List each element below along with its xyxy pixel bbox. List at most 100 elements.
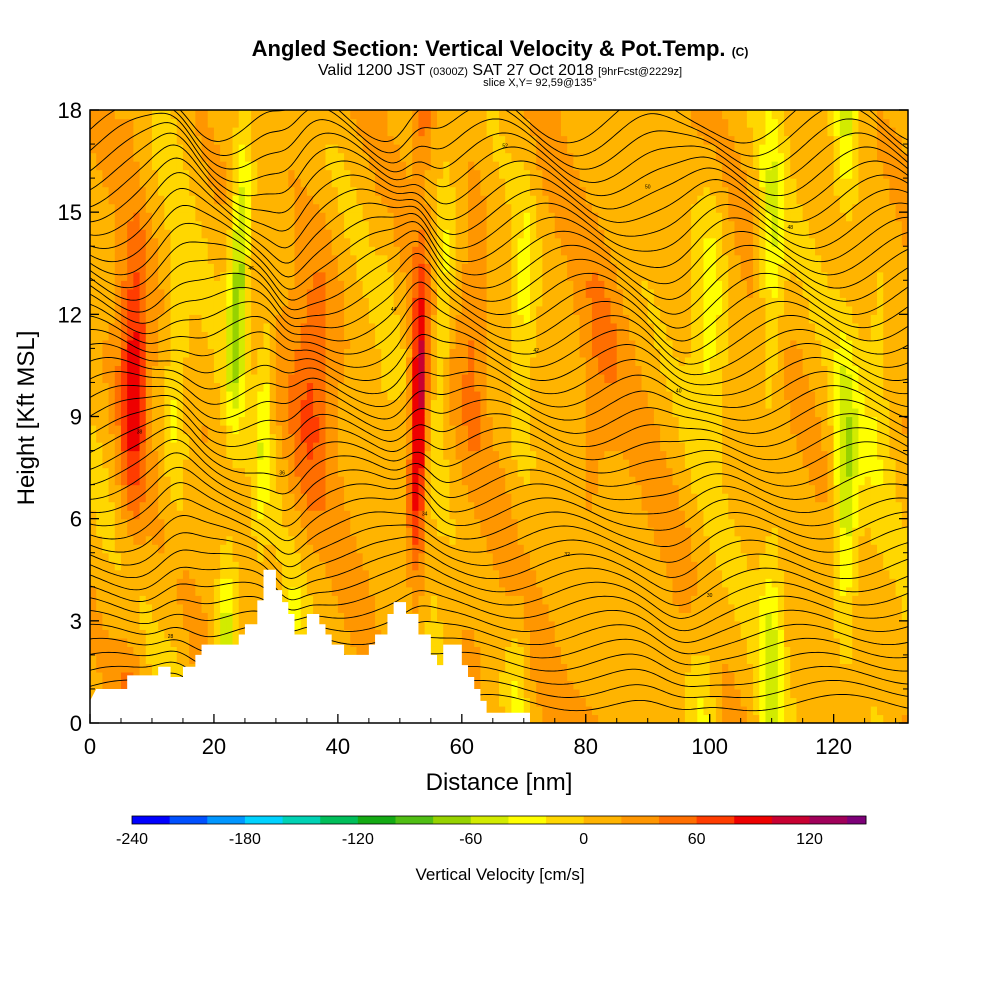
field-cell [499, 467, 506, 477]
field-cell [127, 552, 134, 562]
field-cell [120, 280, 128, 290]
field-cell [96, 561, 103, 571]
field-cell [499, 280, 506, 290]
field-cell [362, 603, 370, 613]
field-cell [368, 603, 376, 613]
field-cell [189, 339, 196, 349]
field-cell [102, 144, 110, 154]
field-cell [505, 501, 512, 511]
field-cell [282, 433, 289, 443]
field-cell [195, 595, 203, 605]
field-cell [306, 425, 314, 435]
field-cell [437, 637, 444, 647]
field-cell [158, 578, 165, 588]
field-cell [102, 322, 110, 332]
field-cell [350, 603, 358, 613]
field-cell [381, 416, 389, 426]
field-cell [207, 118, 215, 128]
field-cell [90, 118, 97, 128]
field-cell [480, 459, 488, 469]
field-cell [151, 135, 159, 145]
field-cell [170, 297, 178, 307]
field-cell [474, 135, 482, 145]
field-cell [158, 612, 165, 622]
field-cell [424, 552, 432, 562]
field-cell [449, 425, 457, 435]
field-cell [505, 484, 512, 494]
field-cell [127, 663, 134, 673]
field-cell [213, 237, 221, 247]
field-cell [176, 229, 184, 239]
field-cell [344, 501, 351, 511]
valid-zulu: (0300Z) [429, 66, 468, 78]
field-cell [158, 450, 165, 460]
field-cell [468, 544, 475, 554]
field-cell [238, 220, 246, 230]
field-cell [108, 603, 116, 613]
field-cell [393, 246, 401, 256]
field-cell [90, 229, 97, 239]
field-cell [294, 569, 302, 579]
field-cell [325, 152, 333, 162]
field-cell [201, 195, 209, 205]
field-cell [220, 425, 227, 435]
field-cell [288, 195, 296, 205]
field-cell [244, 442, 252, 452]
field-cell [430, 382, 438, 392]
field-cell [368, 297, 376, 307]
field-cell [182, 620, 190, 630]
field-cell [288, 544, 296, 554]
field-cell [424, 399, 432, 409]
field-cell [455, 510, 463, 520]
field-cell [486, 305, 494, 315]
field-cell [375, 331, 382, 341]
field-cell [151, 331, 159, 341]
field-cell [424, 331, 432, 341]
field-cell [337, 535, 345, 545]
field-cell [418, 603, 426, 613]
field-cell [468, 254, 475, 264]
field-cell [244, 356, 252, 367]
field-cell [108, 442, 116, 452]
field-cell [201, 254, 209, 264]
field-cell [319, 501, 327, 511]
field-cell [437, 127, 444, 137]
field-cell [90, 493, 97, 503]
field-cell [226, 373, 234, 384]
field-cell [474, 510, 482, 520]
field-cell [102, 246, 110, 256]
field-cell [443, 612, 451, 622]
field-cell [325, 220, 333, 230]
field-cell [244, 425, 252, 435]
field-cell [492, 654, 500, 665]
field-cell [108, 450, 116, 460]
field-cell [226, 127, 234, 137]
field-cell [306, 433, 314, 443]
field-cell [145, 663, 153, 673]
field-cell [151, 629, 159, 639]
field-cell [319, 544, 327, 554]
field-cell [350, 271, 358, 281]
field-cell [387, 510, 395, 520]
field-cell [505, 433, 512, 443]
field-cell [362, 246, 370, 256]
field-cell [226, 314, 234, 324]
field-cell [325, 501, 333, 511]
field-cell [381, 271, 389, 281]
field-cell [381, 569, 389, 579]
field-cell [158, 373, 165, 384]
field-cell [455, 416, 463, 426]
field-cell [319, 305, 327, 315]
field-cell [356, 144, 364, 154]
field-cell [468, 356, 475, 367]
field-cell [499, 195, 506, 205]
field-cell [331, 144, 339, 154]
field-cell [120, 322, 128, 332]
field-cell [474, 425, 482, 435]
field-cell [300, 365, 308, 375]
chart-title: Angled Section: Vertical Velocity & Pot.… [0, 36, 1000, 62]
field-cell [449, 246, 457, 256]
field-cell [158, 263, 165, 273]
field-cell [449, 390, 457, 401]
field-cell [306, 603, 314, 613]
